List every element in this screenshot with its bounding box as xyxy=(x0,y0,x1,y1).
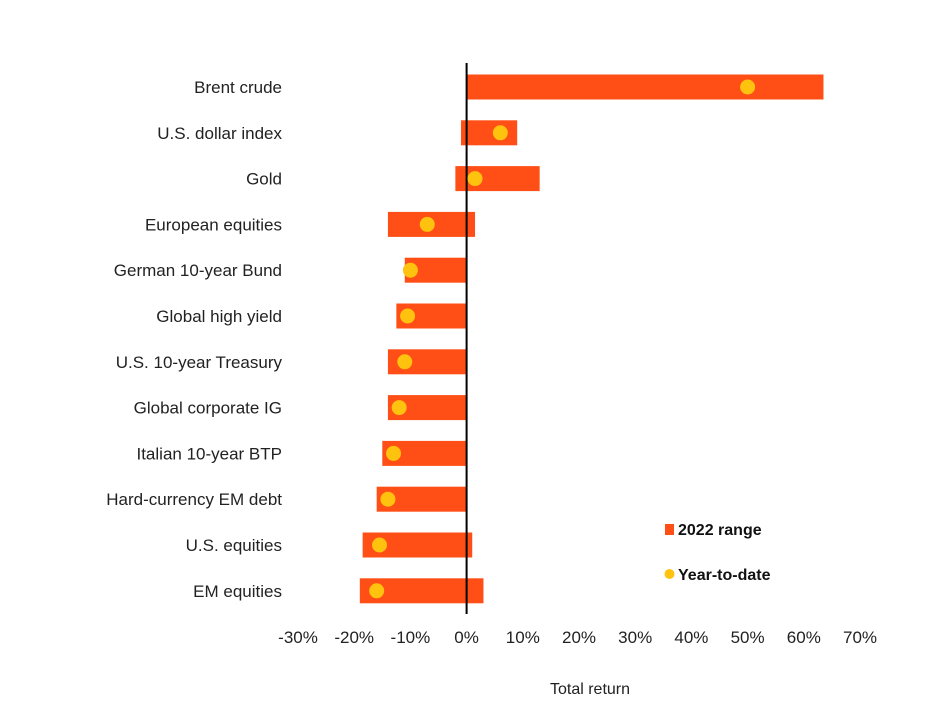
category-label-european-equities: European equities xyxy=(145,215,282,234)
x-tick-label: -10% xyxy=(391,628,431,647)
x-tick-label: 70% xyxy=(843,628,877,647)
ytd-marker-u-s-dollar-index xyxy=(492,125,508,141)
ytd-marker-hard-currency-em-debt xyxy=(380,491,396,507)
x-tick-label: 60% xyxy=(787,628,821,647)
ytd-marker-em-equities xyxy=(369,583,385,599)
ytd-marker-global-corporate-ig xyxy=(391,400,407,416)
ytd-marker-italian-10-year-btp xyxy=(386,445,402,461)
category-label-em-equities: EM equities xyxy=(193,582,282,601)
x-tick-label: 0% xyxy=(454,628,479,647)
category-label-italian-10-year-btp: Italian 10-year BTP xyxy=(136,444,282,463)
ytd-marker-german-10-year-bund xyxy=(402,262,418,278)
legend-range-label: 2022 range xyxy=(678,522,762,539)
range-bar-u-s-dollar-index xyxy=(460,120,518,146)
ytd-markers xyxy=(369,79,756,599)
ytd-marker-u-s-equities xyxy=(371,537,387,553)
x-tick-label: 40% xyxy=(674,628,708,647)
range-bar-brent-crude xyxy=(466,74,824,100)
category-label-brent-crude: Brent crude xyxy=(194,78,282,97)
x-tick-label: -20% xyxy=(334,628,374,647)
x-tick-label: 30% xyxy=(618,628,652,647)
ytd-marker-gold xyxy=(467,171,483,187)
ytd-marker-brent-crude xyxy=(740,79,756,95)
x-tick-label: 20% xyxy=(562,628,596,647)
category-label-u-s-equities: U.S. equities xyxy=(186,536,282,555)
legend-ytd-swatch xyxy=(664,569,675,579)
x-tick-labels: -30% -20% -10% 0% 10% 20% 30% 40% 50% 60% 70% xyxy=(278,628,877,647)
x-tick-label: 10% xyxy=(506,628,540,647)
legend: 2022 range Year-to-date xyxy=(664,522,771,584)
category-label-global-corporate-ig: Global corporate IG xyxy=(134,399,282,418)
category-label-gold: Gold xyxy=(246,170,282,189)
category-label-u-s-10-year-treasury: U.S. 10-year Treasury xyxy=(116,353,283,372)
ytd-marker-european-equities xyxy=(419,216,435,232)
category-label-german-10-year-bund: German 10-year Bund xyxy=(114,261,282,280)
category-label-u-s-dollar-index: U.S. dollar index xyxy=(157,124,282,143)
category-label-hard-currency-em-debt: Hard-currency EM debt xyxy=(106,490,282,509)
x-tick-label: 50% xyxy=(731,628,765,647)
category-label-global-high-yield: Global high yield xyxy=(156,307,282,326)
category-labels: Brent crude U.S. dollar index Gold European… xyxy=(106,78,282,601)
legend-ytd-label: Year-to-date xyxy=(678,567,771,584)
x-tick-label: -30% xyxy=(278,628,318,647)
ytd-marker-u-s-10-year-treasury xyxy=(397,354,413,370)
legend-range-swatch xyxy=(665,524,674,535)
x-axis-title: Total return xyxy=(550,681,630,698)
ytd-marker-global-high-yield xyxy=(400,308,416,324)
